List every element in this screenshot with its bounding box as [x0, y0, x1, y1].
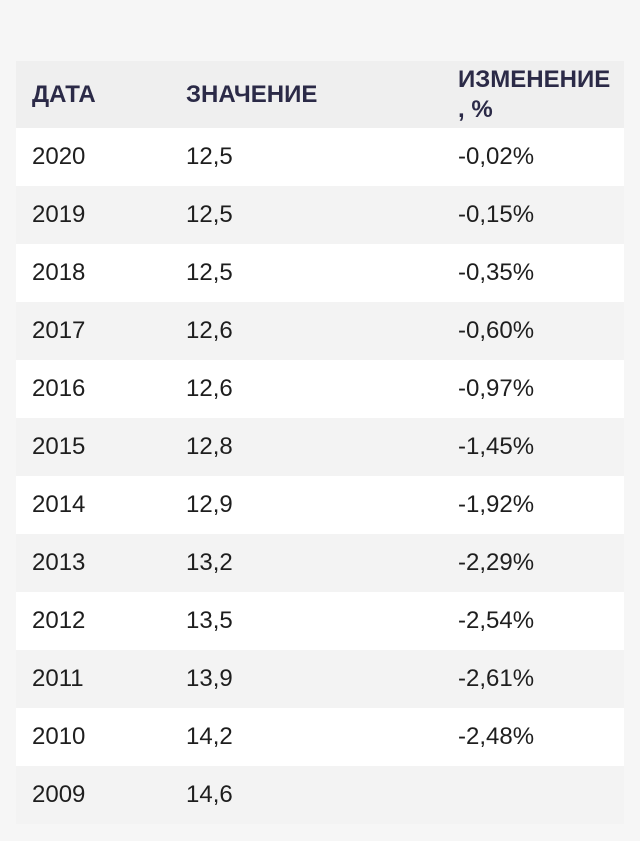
cell-change: -0,97% — [458, 375, 535, 402]
table-row: 2009 14,6 — [16, 766, 624, 824]
header-change-line1: ИЗМЕНЕНИЕ — [458, 66, 611, 93]
cell-date: 2014 — [32, 491, 86, 518]
header-date: ДАТА — [32, 81, 96, 108]
header-change: ИЗМЕНЕНИЕ , % — [458, 65, 624, 125]
table-row: 2020 12,5 -0,02% — [16, 128, 624, 186]
cell-value: 12,5 — [186, 143, 233, 170]
table-row: 2012 13,5 -2,54% — [16, 592, 624, 650]
cell-value: 12,6 — [186, 375, 233, 402]
cell-date: 2019 — [32, 201, 86, 228]
cell-value: 12,6 — [186, 317, 233, 344]
cell-date: 2013 — [32, 549, 86, 576]
cell-change: -1,45% — [458, 433, 535, 460]
data-table: ДАТА ЗНАЧЕНИЕ ИЗМЕНЕНИЕ , % 2020 12,5 -0,0… — [16, 61, 624, 824]
header-value: ЗНАЧЕНИЕ — [186, 81, 318, 108]
cell-change: -2,48% — [458, 723, 535, 750]
table-row: 2010 14,2 -2,48% — [16, 708, 624, 766]
cell-date: 2015 — [32, 433, 86, 460]
cell-change: -0,15% — [458, 201, 535, 228]
cell-date: 2011 — [32, 665, 84, 692]
table-row: 2011 13,9 -2,61% — [16, 650, 624, 708]
cell-date: 2016 — [32, 375, 86, 402]
cell-change: -2,54% — [458, 607, 535, 634]
cell-date: 2010 — [32, 723, 86, 750]
table-header: ДАТА ЗНАЧЕНИЕ ИЗМЕНЕНИЕ , % — [16, 61, 624, 128]
cell-date: 2009 — [32, 781, 86, 808]
table-body: 2020 12,5 -0,02% 2019 12,5 -0,15% 2018 12,5 -0,3… — [16, 128, 624, 824]
header-change-line2: , % — [458, 96, 493, 123]
cell-value: 13,9 — [186, 665, 233, 692]
cell-value: 12,5 — [186, 201, 233, 228]
cell-value: 14,6 — [186, 781, 233, 808]
table-row: 2013 13,2 -2,29% — [16, 534, 624, 592]
cell-value: 14,2 — [186, 723, 233, 750]
table-row: 2018 12,5 -0,35% — [16, 244, 624, 302]
cell-value: 12,5 — [186, 259, 233, 286]
cell-value: 12,8 — [186, 433, 233, 460]
cell-date: 2018 — [32, 259, 86, 286]
table-row: 2016 12,6 -0,97% — [16, 360, 624, 418]
cell-value: 13,2 — [186, 549, 233, 576]
table-row: 2014 12,9 -1,92% — [16, 476, 624, 534]
table-row: 2017 12,6 -0,60% — [16, 302, 624, 360]
cell-value: 13,5 — [186, 607, 233, 634]
cell-date: 2012 — [32, 607, 86, 634]
cell-date: 2020 — [32, 143, 86, 170]
cell-change: -0,02% — [458, 143, 535, 170]
cell-change: -2,61% — [458, 665, 535, 692]
cell-date: 2017 — [32, 317, 86, 344]
table-row: 2019 12,5 -0,15% — [16, 186, 624, 244]
cell-value: 12,9 — [186, 491, 233, 518]
cell-change: -0,60% — [458, 317, 535, 344]
cell-change: -2,29% — [458, 549, 535, 576]
cell-change: -1,92% — [458, 491, 535, 518]
cell-change: -0,35% — [458, 259, 535, 286]
table-row: 2015 12,8 -1,45% — [16, 418, 624, 476]
